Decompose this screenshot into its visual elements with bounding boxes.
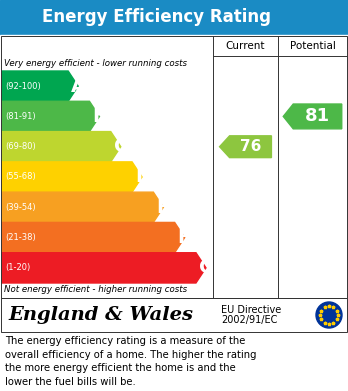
Circle shape bbox=[316, 302, 342, 328]
Bar bbox=[0, 35, 348, 332]
Text: A: A bbox=[71, 77, 86, 96]
Bar bbox=[1, 298, 347, 332]
Text: E: E bbox=[156, 198, 169, 217]
Text: F: F bbox=[178, 228, 191, 247]
Text: B: B bbox=[93, 107, 107, 126]
Text: G: G bbox=[199, 258, 215, 277]
Text: D: D bbox=[135, 167, 151, 187]
Polygon shape bbox=[2, 253, 206, 283]
Text: 76: 76 bbox=[240, 139, 261, 154]
Text: (92-100): (92-100) bbox=[5, 82, 41, 91]
Text: (1-20): (1-20) bbox=[5, 264, 30, 273]
Text: (81-91): (81-91) bbox=[5, 112, 35, 121]
Bar bbox=[0, 0, 348, 35]
Text: 2002/91/EC: 2002/91/EC bbox=[221, 315, 277, 325]
Text: (21-38): (21-38) bbox=[5, 233, 36, 242]
Text: (39-54): (39-54) bbox=[5, 203, 35, 212]
Text: 81: 81 bbox=[305, 108, 330, 126]
Text: England & Wales: England & Wales bbox=[8, 306, 193, 324]
Text: C: C bbox=[114, 137, 128, 156]
Polygon shape bbox=[220, 136, 271, 158]
Text: The energy efficiency rating is a measure of the
overall efficiency of a home. T: The energy efficiency rating is a measur… bbox=[5, 336, 256, 387]
Text: Not energy efficient - higher running costs: Not energy efficient - higher running co… bbox=[4, 285, 187, 294]
Text: Very energy efficient - lower running costs: Very energy efficient - lower running co… bbox=[4, 59, 187, 68]
Text: Potential: Potential bbox=[290, 41, 335, 51]
Polygon shape bbox=[2, 162, 142, 192]
Polygon shape bbox=[2, 222, 185, 253]
Text: Current: Current bbox=[226, 41, 265, 51]
Text: EU Directive: EU Directive bbox=[221, 305, 281, 315]
Polygon shape bbox=[2, 101, 100, 131]
Text: (55-68): (55-68) bbox=[5, 172, 36, 181]
Bar bbox=[1, 36, 347, 298]
Polygon shape bbox=[2, 192, 163, 222]
Text: (69-80): (69-80) bbox=[5, 142, 36, 151]
Text: Energy Efficiency Rating: Energy Efficiency Rating bbox=[42, 9, 271, 27]
Polygon shape bbox=[2, 131, 121, 162]
Polygon shape bbox=[2, 71, 78, 101]
Polygon shape bbox=[283, 104, 342, 129]
